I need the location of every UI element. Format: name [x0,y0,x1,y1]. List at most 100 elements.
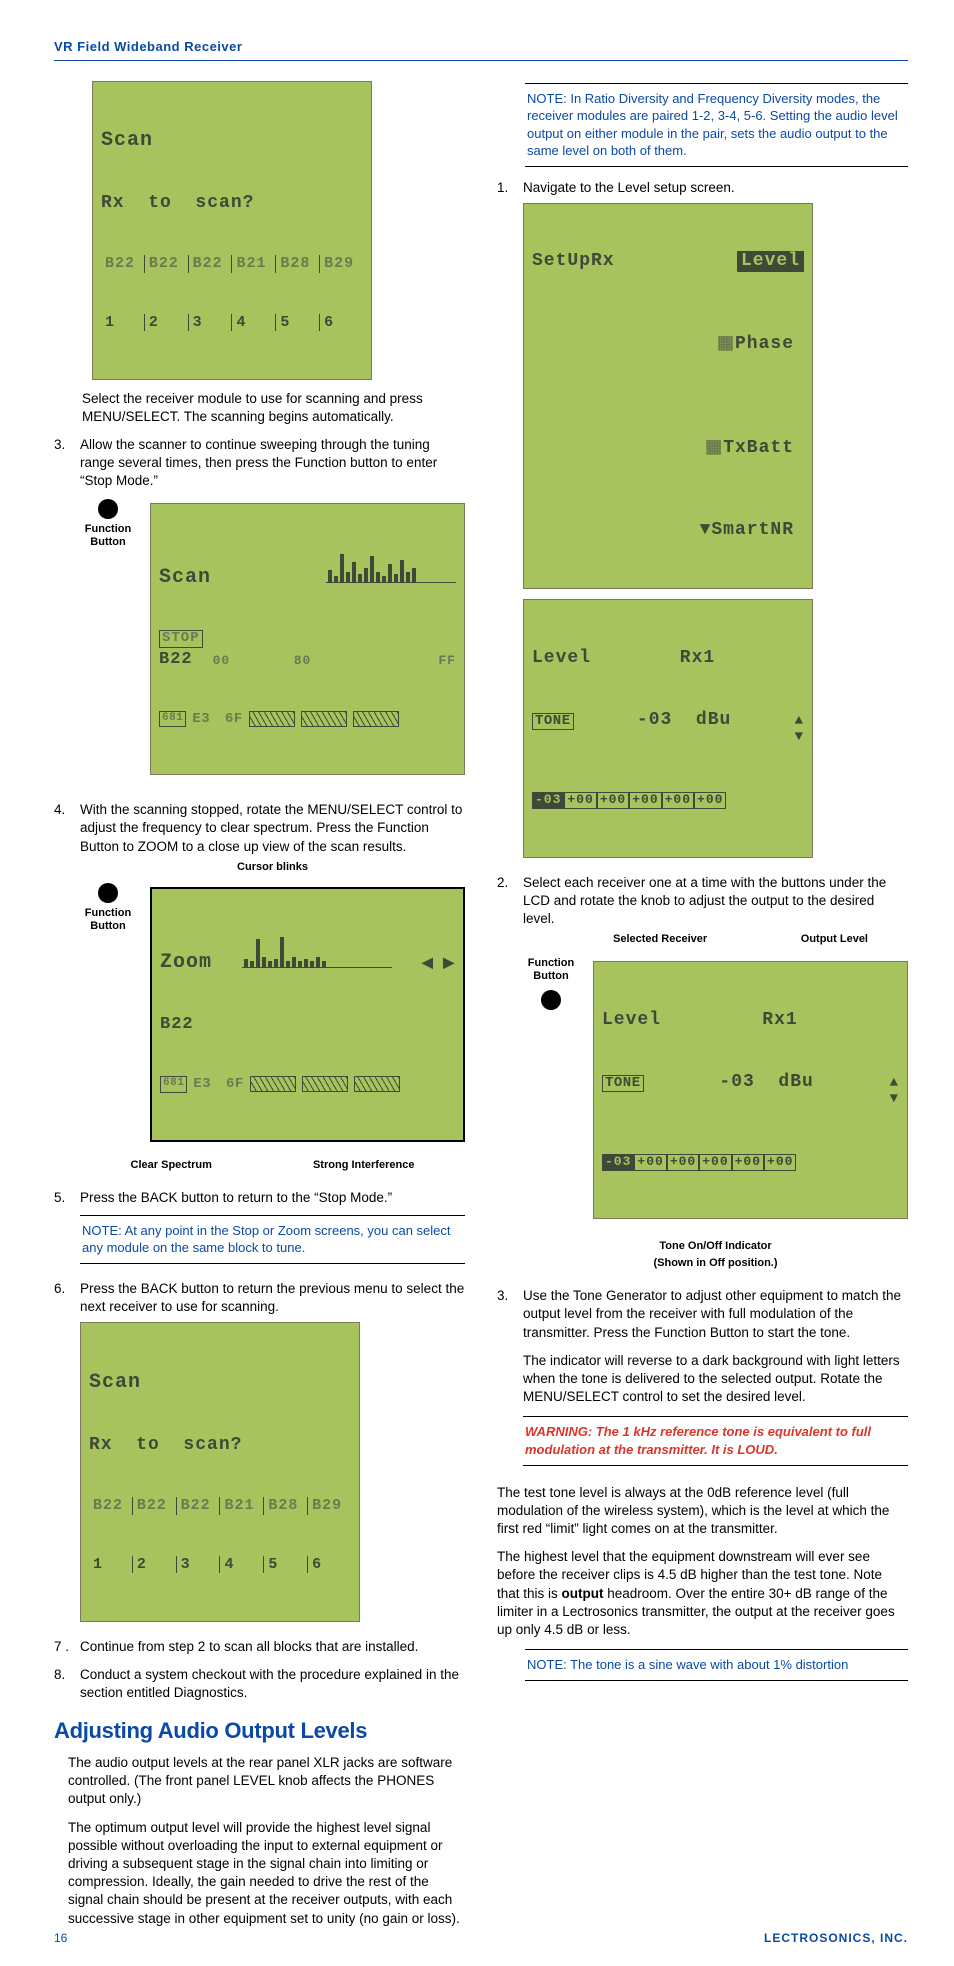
lcd-cell: B22 [177,1497,221,1514]
clear-spectrum-label: Clear Spectrum [131,1158,212,1173]
lcd-stop-title: Scan [159,566,211,589]
lcd-cell: B22 [145,255,189,272]
header-rule [54,60,908,61]
function-button-label: Function Button [80,881,136,933]
note-sine: NOTE: The tone is a sine wave with about… [525,1649,908,1681]
rstep-1: 1. Navigate to the Level setup screen. S… [497,179,908,868]
seg: +00 [732,1154,764,1171]
left-right-icon: ◀ ▶ [422,956,455,972]
p-select: Select the receiver module to use for sc… [82,390,465,426]
page-number: 16 [54,1930,67,1946]
lcd-level-val: -03 [719,1072,754,1092]
function-button-icon [541,990,561,1010]
tone-indicator-caption-2: (Shown in Off position.) [523,1256,908,1271]
lcd-stop: Scan S [150,503,465,776]
step-body: Press the BACK button to return the prev… [80,1280,465,1632]
step-body: With the scanning stopped, rotate the ME… [80,801,465,1182]
rstep2-text: Select each receiver one at a time with … [523,874,908,929]
scale: FF [375,654,456,669]
fn-bot: Button [80,920,136,933]
step-5: 5. Press the BACK button to return to th… [54,1189,465,1276]
step-body: Allow the scanner to continue sweeping t… [80,436,465,795]
p-test-tone: The test tone level is always at the 0dB… [497,1484,908,1539]
step4-text: With the scanning stopped, rotate the ME… [80,801,465,856]
step-4: 4. With the scanning stopped, rotate the… [54,801,465,1182]
doc-header: VR Field Wideband Receiver [54,38,908,56]
seg: +00 [564,792,596,809]
lcd-level-1: Level Rx1 TONE -03 dBu ▲▼ -03 +00 [523,599,813,857]
fn-top: Function [80,907,136,920]
lcd-cell: B21 [220,1497,264,1514]
lcd-tone-box: TONE [602,1075,644,1092]
seg: -03 [532,792,564,809]
lcd-stop-box: STOP [159,630,203,647]
content-columns: Scan Rx to scan? B22 B22 B22 B21 B28 B29… [54,75,908,1938]
spectrum-bars-zoom [242,936,392,968]
step-num: 3. [54,436,80,795]
function-button-label: Function Button [523,955,579,1013]
step-8: 8. Conduct a system checkout with the pr… [54,1666,465,1702]
lcd-cell: B22 [101,255,145,272]
intro-block: Scan Rx to scan? B22 B22 B22 B21 B28 B29… [54,81,465,427]
lcd-setup-smartnr: ▼SmartNR [532,520,804,541]
lcd-level-unit: dBu [778,1072,813,1092]
step-num: 1. [497,179,523,868]
lcd-setup-phase: Phase [735,334,794,354]
seg: +00 [634,1154,666,1171]
lcd-scan2-l1: Scan [89,1371,351,1394]
lcd-cell: 2 [133,1556,177,1573]
lcd-zoom-title: Zoom [160,951,212,974]
step7-text: Continue from step 2 to scan all blocks … [80,1638,418,1656]
step-body: Use the Tone Generator to adjust other e… [523,1287,908,1477]
seg: +00 [694,792,726,809]
lcd-scan-1: Scan Rx to scan? B22 B22 B22 B21 B28 B29… [92,81,372,380]
lcd-level-label: Level [532,648,591,669]
p-adj2: The optimum output level will provide th… [54,1819,465,1928]
lcd-level-rx: Rx1 [762,1010,797,1031]
warning-loud: WARNING: The 1 kHz reference tone is equ… [523,1416,908,1465]
step-num: 4. [54,801,80,1182]
lcd-cell: 4 [232,314,276,331]
rstep3b-text: The indicator will reverse to a dark bac… [523,1352,908,1407]
lcd-scan-2: Scan Rx to scan? B22 B22 B22 B21 B28 B29… [80,1322,360,1621]
lcd-level-val: -03 [637,710,672,730]
step-num: 8. [54,1666,80,1702]
right-column: NOTE: In Ratio Diversity and Frequency D… [497,75,908,1938]
scale: 80 [294,654,375,669]
lcd-level-label: Level [602,1010,661,1031]
company-name: LECTROSONICS, INC. [764,1930,908,1946]
cursor-blinks-label: Cursor blinks [80,860,465,875]
lcd-cell: B22 [89,1497,133,1514]
lcd-b22: B22 [159,650,203,670]
lcd-cell: 1 [101,314,145,331]
step-num: 2. [497,874,523,1282]
step5-text: Press the BACK button to return to the “… [80,1189,465,1207]
level-bar: -03 +00 +00 +00 +00 +00 [532,792,804,809]
level-bar-2: -03 +00 +00 +00 +00 +00 [602,1154,899,1171]
function-button-icon [98,499,118,519]
function-button-icon [98,883,118,903]
step-body: Press the BACK button to return to the “… [80,1189,465,1276]
seg: +00 [629,792,661,809]
rstep-3: 3. Use the Tone Generator to adjust othe… [497,1287,908,1477]
lcd-cell: 6 [320,314,363,331]
step3-text: Allow the scanner to continue sweeping t… [80,436,465,491]
fn-top: Function [523,957,579,970]
seg: +00 [699,1154,731,1171]
lcd-zoom-b22: B22 [160,1015,455,1035]
zoom-annotations: Clear Spectrum Strong Interference [80,1158,465,1173]
page: VR Field Wideband Receiver Scan Rx to sc… [0,0,954,1966]
lcd-scan2-row-b: B22 B22 B22 B21 B28 B29 [89,1497,351,1514]
lcd-cell: 6 [308,1556,351,1573]
left-column: Scan Rx to scan? B22 B22 B22 B21 B28 B29… [54,75,465,1938]
seg: +00 [662,792,694,809]
seg: +00 [667,1154,699,1171]
rstep3-text: Use the Tone Generator to adjust other e… [523,1287,908,1342]
lcd-zoom: Zoom ◀ ▶ B22 [150,887,465,1142]
lcd-scan1-row-b: B22 B22 B22 B21 B28 B29 [101,255,363,272]
fn-row-3: Function Button Level Rx1 TONE [523,955,908,1229]
lcd-level-rx: Rx1 [680,648,715,669]
selected-receiver-label: Selected Receiver [613,932,707,947]
lcd-cell: B29 [308,1497,351,1514]
fn-bot: Button [80,536,136,549]
